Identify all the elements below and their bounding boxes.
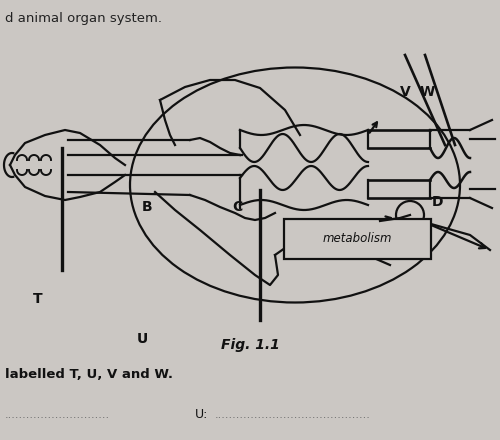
Text: B: B xyxy=(142,200,153,214)
Text: labelled T, U, V and W.: labelled T, U, V and W. xyxy=(5,368,173,381)
Text: V: V xyxy=(400,85,410,99)
Text: .............................: ............................. xyxy=(5,410,110,420)
Text: metabolism: metabolism xyxy=(322,232,392,246)
Text: d animal organ system.: d animal organ system. xyxy=(5,12,162,25)
Text: U:: U: xyxy=(195,408,208,422)
Text: C: C xyxy=(232,200,242,214)
Text: T: T xyxy=(32,292,42,306)
Text: ...........................................: ........................................… xyxy=(215,410,371,420)
FancyBboxPatch shape xyxy=(284,219,431,259)
Text: Fig. 1.1: Fig. 1.1 xyxy=(220,338,280,352)
Text: W: W xyxy=(420,85,435,99)
Text: D: D xyxy=(432,195,444,209)
Text: U: U xyxy=(137,332,148,346)
